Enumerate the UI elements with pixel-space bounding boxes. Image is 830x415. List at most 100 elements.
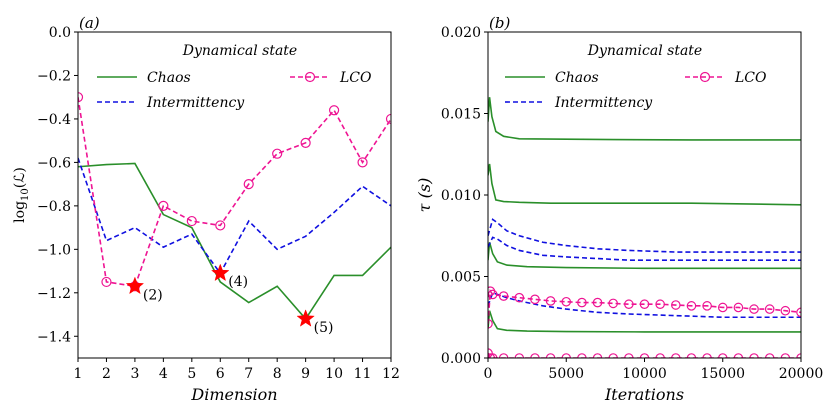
lco-marker — [780, 305, 791, 316]
y-tick-label: −1.2 — [37, 286, 71, 302]
series-line-intermittency-4 — [488, 218, 801, 253]
y-label-arg: (ℒ) — [12, 167, 28, 188]
x-tick-label: 10 — [325, 366, 343, 382]
y-tick-label: −0.2 — [37, 68, 71, 84]
lco-marker — [385, 113, 391, 125]
series-line-intermittency-5 — [488, 236, 801, 262]
x-tick-label: 20000 — [779, 366, 824, 382]
lco-marker — [514, 292, 525, 303]
y-tick-label: −0.4 — [37, 112, 71, 128]
legend-label-lco: LCO — [339, 70, 372, 86]
x-tick-label: 8 — [273, 366, 282, 382]
panel-label: (b) — [489, 14, 510, 32]
lco-marker — [545, 296, 556, 306]
axes-frame — [77, 31, 392, 359]
star-annotation: (5) — [314, 320, 334, 336]
x-tick-label: 11 — [354, 366, 372, 382]
x-tick-label: 12 — [382, 366, 400, 382]
legend-marker-lco — [304, 71, 316, 83]
legend-label-lco: LCO — [734, 70, 767, 86]
lco-marker — [764, 304, 775, 314]
star-marker — [211, 263, 230, 282]
legend-label-intermittency: Intermittency — [554, 95, 653, 111]
lco-marker — [670, 300, 681, 310]
lco-marker — [498, 291, 509, 301]
y-tick-label: 0.0 — [49, 25, 71, 41]
y-tick-label: −1.4 — [37, 329, 71, 345]
y-tick-label: 0.000 — [441, 351, 481, 367]
lco-marker — [577, 297, 587, 308]
series-line-chaos-1 — [488, 163, 801, 206]
lco-marker — [686, 301, 697, 311]
lco-marker — [186, 215, 197, 227]
x-tick-label: 4 — [159, 366, 168, 382]
lco-marker — [488, 348, 493, 358]
lco-marker — [608, 298, 618, 309]
series-line-chaos-0 — [78, 162, 391, 321]
y-tick-label: −0.6 — [37, 155, 71, 171]
lco-marker — [272, 148, 283, 159]
lco-marker — [158, 200, 169, 211]
star-marker — [125, 276, 145, 295]
y-axis-label: log10(ℒ) — [12, 167, 31, 223]
lco-marker — [300, 137, 311, 148]
legend-label-chaos: Chaos — [147, 70, 191, 86]
legend-title: Dynamical state — [182, 43, 297, 59]
lco-marker — [561, 296, 572, 307]
x-tick-label: 1 — [74, 366, 83, 382]
series-line-chaos-0 — [488, 97, 801, 141]
y-tick-label: 0.015 — [441, 107, 481, 123]
lco-marker — [488, 318, 493, 329]
lco-marker — [530, 294, 540, 305]
y-tick-label: 0.005 — [441, 270, 481, 286]
series-line-chaos-3 — [488, 310, 801, 333]
lco-marker — [717, 302, 728, 313]
star-marker — [296, 309, 315, 327]
panel-a: 1 2 3 4 5 6 7 8 9 10 11 120.0−0.2−0.4−0.6−0.8−1.0−1… — [12, 14, 400, 404]
x-tick-label: 7 — [244, 366, 253, 382]
y-tick-label: −1.0 — [37, 242, 71, 258]
panel-label: (a) — [79, 14, 100, 32]
x-tick-label: 5000 — [548, 366, 584, 382]
legend-label-intermittency: Intermittency — [146, 95, 245, 111]
series-line-chaos-2 — [488, 242, 801, 270]
lco-marker — [488, 286, 496, 296]
lco-marker — [655, 299, 665, 310]
x-axis-label: Dimension — [190, 385, 277, 404]
panel-b: 0 5000 10000 15000 20000 0.000 0.005 0.010 0.015… — [415, 14, 823, 404]
x-tick-label: 10000 — [622, 366, 667, 382]
x-tick-label: 9 — [301, 366, 310, 382]
x-tick-label: 5 — [187, 366, 196, 382]
lco-marker — [733, 302, 744, 313]
lco-marker — [357, 157, 368, 168]
x-tick-label: 0 — [484, 366, 493, 382]
lco-marker — [243, 179, 254, 190]
lco-marker — [328, 105, 340, 116]
star-annotation: (2) — [143, 287, 163, 303]
lco-marker — [215, 220, 226, 231]
y-label-log: log — [12, 201, 28, 223]
lco-marker — [78, 92, 84, 103]
series-line-lco-2 — [78, 97, 391, 288]
x-tick-label: 2 — [102, 366, 111, 382]
legend-title: Dynamical state — [587, 43, 702, 59]
lco-marker — [592, 297, 603, 308]
y-tick-label: 0.010 — [441, 188, 481, 204]
x-tick-label: 15000 — [700, 366, 745, 382]
series-line-lco-7 — [488, 288, 801, 324]
x-axis-label: Iterations — [604, 385, 684, 404]
lco-marker — [101, 276, 112, 288]
lco-marker — [624, 299, 634, 310]
legend-marker-lco — [699, 71, 711, 83]
star-annotation: (4) — [228, 274, 248, 290]
x-tick-label: 6 — [216, 366, 225, 382]
y-label-sub: 10 — [20, 188, 31, 201]
legend-label-chaos: Chaos — [555, 70, 599, 86]
y-axis-label: τ (s) — [415, 178, 434, 213]
lco-marker — [639, 299, 650, 310]
y-tick-label: 0.020 — [441, 25, 481, 41]
lco-marker — [749, 304, 759, 314]
x-tick-label: 3 — [130, 366, 139, 382]
series-line-intermittency-1 — [78, 157, 391, 275]
